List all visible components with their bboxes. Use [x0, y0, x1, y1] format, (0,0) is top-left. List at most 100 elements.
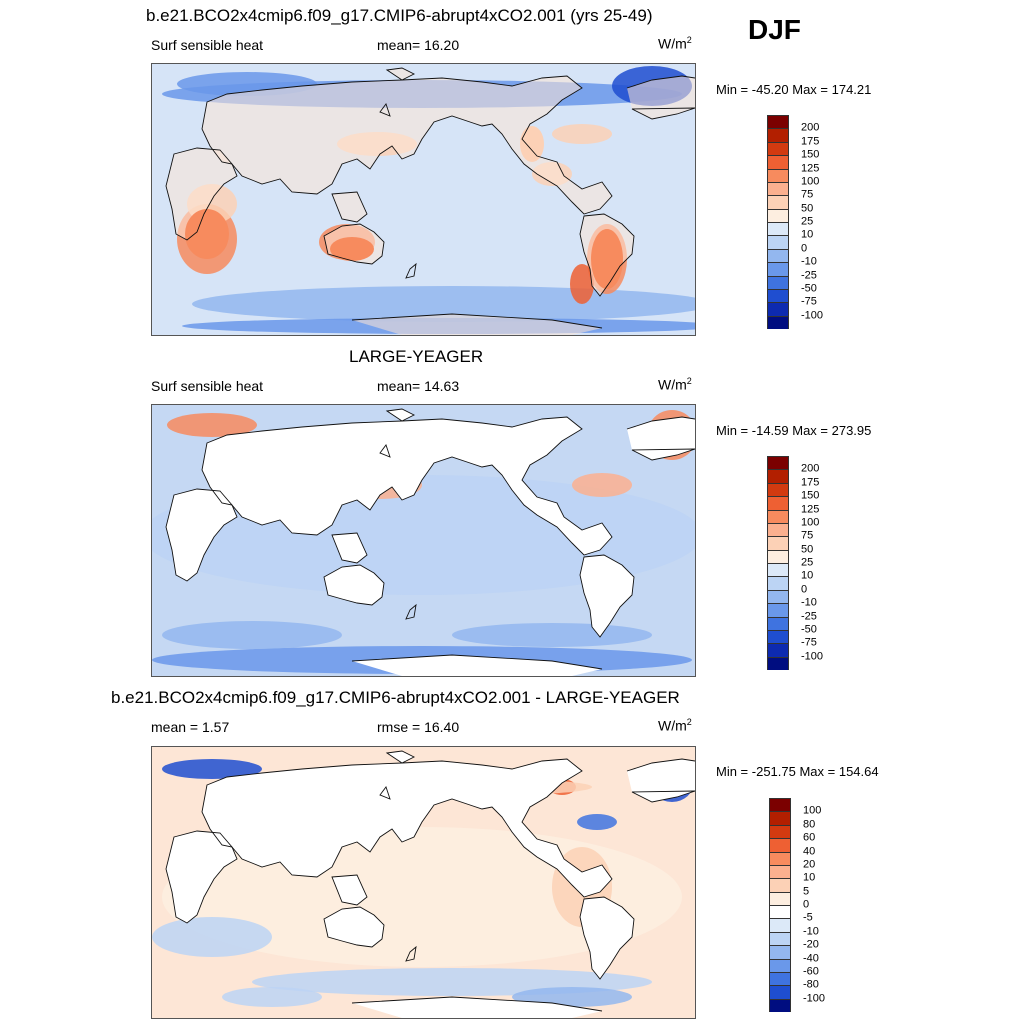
land-mask	[580, 555, 634, 637]
colorbar-tick-label: 100	[803, 804, 822, 817]
coastline	[579, 213, 635, 297]
land-mask	[332, 533, 367, 563]
colorbar-box	[769, 811, 791, 825]
panel-1-units: W/m2	[658, 35, 692, 52]
colorbar-box	[769, 931, 791, 946]
colorbar-box	[767, 456, 789, 470]
coastline	[405, 945, 417, 962]
land-mask	[166, 831, 237, 923]
land-contour-patch	[520, 126, 544, 162]
colorbar-box	[769, 918, 791, 932]
colorbar-tick-label: 100	[801, 516, 820, 529]
colorbar-tick-label: 10	[801, 228, 814, 241]
colorbar-tick-label: 175	[801, 476, 820, 489]
colorbar-tick-label: 10	[801, 569, 814, 582]
land-mask	[580, 897, 634, 979]
field-contour-patch	[577, 814, 617, 830]
coastline	[323, 906, 385, 948]
colorbar-tick-label: -25	[801, 610, 817, 622]
colorbar-box	[769, 891, 791, 905]
land-contour-patch	[591, 229, 623, 289]
coastline	[331, 532, 368, 564]
panel-1-colorbar: 200 175 150 125 100 75 50 25 10 0 -10 -25 -50 -75 -100	[767, 115, 847, 329]
colorbar-box	[767, 262, 789, 276]
colorbar-box	[769, 878, 791, 892]
season-label: DJF	[748, 14, 801, 45]
panel-1-minmax: Min = -45.20 Max = 174.21	[716, 82, 872, 97]
colorbar-tick-label: 200	[801, 121, 820, 134]
colorbar-tick-label: 0	[801, 583, 808, 596]
panel-2-mean-label: mean= 14.63	[377, 378, 460, 394]
colorbar-tick-label: 75	[801, 188, 814, 201]
coastline	[331, 874, 368, 906]
colorbar-tick-label: 60	[803, 831, 816, 844]
coastline	[201, 416, 613, 556]
colorbar-box	[769, 905, 791, 919]
land-mask	[202, 417, 612, 555]
coastline	[331, 191, 368, 223]
coastline	[351, 313, 603, 329]
colorbar-box	[767, 222, 789, 236]
panel-2-minmax: Min = -14.59 Max = 273.95	[716, 423, 872, 438]
colorbar-tick-label: 25	[801, 556, 814, 569]
colorbar-box	[767, 589, 789, 604]
colorbar-box	[769, 945, 791, 959]
colorbar-tick-label: 5	[803, 885, 810, 898]
colorbar-box	[767, 155, 789, 169]
colorbar-tick-label: -100	[803, 992, 826, 1005]
colorbar-tick-label: -100	[801, 650, 824, 663]
colorbar-tick-label: -50	[801, 623, 817, 636]
colorbar-tick-label: 175	[801, 135, 820, 148]
coastline	[165, 147, 238, 241]
field-contour-patch	[152, 917, 272, 957]
panel-3-map	[151, 746, 696, 1019]
colorbar-box	[767, 629, 789, 644]
colorbar-tick-label: 150	[801, 489, 820, 502]
colorbar-box	[769, 824, 791, 839]
coastline	[405, 603, 417, 620]
field-contour-patch	[452, 623, 652, 647]
colorbar-tick-label: 125	[801, 503, 820, 515]
coastline	[323, 564, 385, 606]
land-mask	[202, 759, 612, 897]
colorbar-tick-label: 80	[803, 818, 816, 831]
coastline	[379, 444, 391, 458]
panel-3-title: b.e21.BCO2x4cmip6.f09_g17.CMIP6-abrupt4x…	[111, 688, 680, 707]
colorbar-box	[769, 958, 791, 972]
panel-1-title: b.e21.BCO2x4cmip6.f09_g17.CMIP6-abrupt4x…	[146, 6, 653, 25]
colorbar-tick-label: 100	[801, 175, 820, 188]
colorbar-tick-label: -10	[801, 596, 817, 609]
colorbar-tick-label: 50	[801, 202, 814, 215]
colorbar-box	[767, 616, 789, 630]
colorbar-box	[767, 128, 789, 142]
colorbar-tick-label: 40	[803, 845, 816, 857]
colorbar-box	[769, 985, 791, 999]
colorbar-tick-label: -75	[801, 295, 817, 308]
land-field	[202, 76, 612, 214]
coastline	[201, 75, 613, 215]
colorbar-box	[767, 315, 789, 329]
colorbar-tick-label: -5	[803, 911, 813, 924]
colorbar-box	[767, 576, 789, 590]
coastline	[626, 758, 695, 803]
colorbar-box	[769, 998, 791, 1012]
coastline	[323, 223, 385, 265]
land-field	[332, 192, 367, 222]
colorbar-tick-label: 50	[801, 543, 814, 556]
colorbar-box	[767, 482, 789, 497]
colorbar-box	[769, 851, 791, 865]
colorbar-box	[767, 509, 789, 523]
coastline	[385, 67, 416, 81]
colorbar-box	[767, 235, 789, 249]
coastline	[626, 416, 695, 461]
coastline	[351, 654, 603, 670]
colorbar-box	[767, 168, 789, 182]
colorbar-box	[767, 549, 789, 563]
field-contour-patch	[222, 987, 322, 1007]
coastline	[165, 488, 238, 582]
colorbar-tick-label: -10	[801, 255, 817, 268]
colorbar-box	[769, 838, 791, 852]
colorbar-box	[767, 603, 789, 617]
colorbar-tick-label: 0	[801, 242, 808, 255]
colorbar-box	[767, 288, 789, 303]
